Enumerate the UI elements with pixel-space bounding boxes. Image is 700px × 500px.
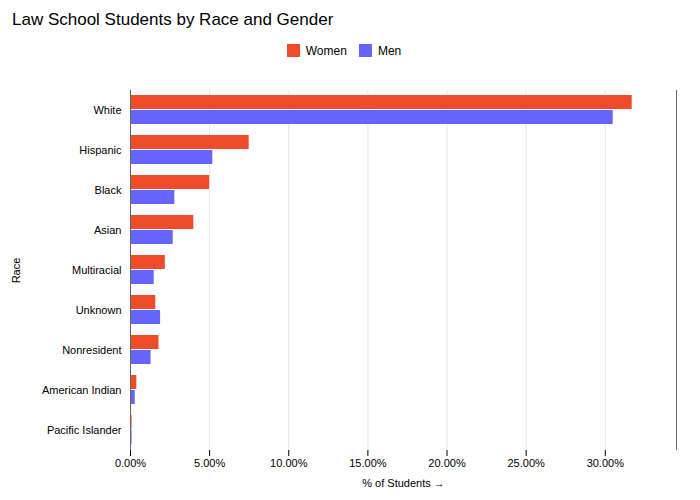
svg-text:Unknown: Unknown <box>76 304 122 316</box>
html-text:Women: Women <box>305 43 347 58</box>
svg-text:0.00%: 0.00% <box>115 457 146 469</box>
html-text:Men: Men <box>377 43 402 58</box>
svg-text:Pacific Islander: Pacific Islander <box>47 424 122 436</box>
svg-text:White: White <box>93 104 121 116</box>
svg-text:20.00%: 20.00% <box>428 457 466 469</box>
svg-text:30.00%: 30.00% <box>587 457 625 469</box>
svg-text:5.00%: 5.00% <box>194 457 225 469</box>
svg-text:Multiracial: Multiracial <box>72 264 122 276</box>
svg-text:Asian: Asian <box>94 224 122 236</box>
svg-text:Nonresident: Nonresident <box>62 344 121 356</box>
svg-text:Hispanic: Hispanic <box>79 144 122 156</box>
svg-text:American Indian: American Indian <box>42 384 122 396</box>
svg-text:10.00%: 10.00% <box>270 457 308 469</box>
svg-text:15.00%: 15.00% <box>349 457 387 469</box>
html-text:Law School Students by Race an: Law School Students by Race and Gender <box>12 10 334 29</box>
svg-text:Black: Black <box>95 184 122 196</box>
svg-text:Race: Race <box>10 258 22 284</box>
svg-text:25.00%: 25.00% <box>507 457 545 469</box>
svg-text:% of Students →: % of Students → <box>362 477 445 489</box>
